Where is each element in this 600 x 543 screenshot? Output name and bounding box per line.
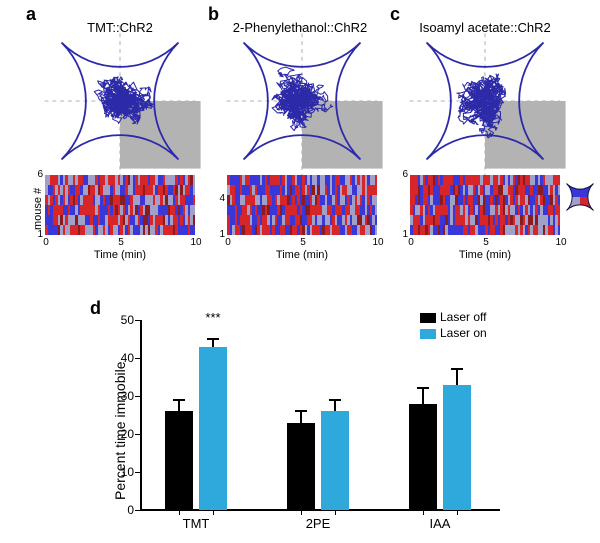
bar-ytick: 20: [112, 427, 134, 441]
sig-tmt: ***: [198, 310, 228, 325]
bar-2PE-on: [321, 411, 349, 510]
bar-ytick: 50: [112, 313, 134, 327]
bar-TMT-on: [199, 347, 227, 510]
bar-IAA-off: [409, 404, 437, 510]
bar-chart: [140, 320, 500, 510]
trajectory-b: [227, 36, 377, 166]
legend-label-off: Laser off: [440, 310, 486, 324]
heatmap-c: [410, 175, 560, 235]
ylabel-mouse-a: mouse #: [32, 188, 44, 230]
heatmap-b: [227, 175, 377, 235]
heat-xtick: 0: [39, 237, 53, 248]
legend-label-on: Laser on: [440, 326, 487, 340]
panel-label-d: d: [90, 298, 101, 319]
bar-ytick: 40: [112, 351, 134, 365]
heatmap-a: [45, 175, 195, 235]
heat-ytick: 6: [31, 169, 43, 180]
arena-colormap-icon: [565, 182, 595, 217]
legend-swatch-off: [420, 313, 436, 323]
y-axis: [140, 320, 142, 510]
bar-IAA-on: [443, 385, 471, 510]
heat-xtick: 5: [296, 237, 310, 248]
trajectory-c: [410, 36, 560, 166]
heat-xlabel: Time (min): [410, 249, 560, 261]
panel-label-a: a: [26, 4, 36, 25]
title-b: 2-Phenylethanol::ChR2: [215, 20, 385, 35]
panel-label-c: c: [390, 4, 400, 25]
bar-xcat: IAA: [399, 516, 481, 531]
heat-xtick: 0: [221, 237, 235, 248]
heat-xtick: 5: [479, 237, 493, 248]
heat-xtick: 5: [114, 237, 128, 248]
heat-ytick: 6: [396, 169, 408, 180]
bar-2PE-off: [287, 423, 315, 510]
heat-xlabel: Time (min): [45, 249, 195, 261]
bar-ytick: 10: [112, 465, 134, 479]
bar-xcat: TMT: [155, 516, 237, 531]
heat-xtick: 10: [189, 237, 203, 248]
heat-xtick: 10: [371, 237, 385, 248]
legend-swatch-on: [420, 329, 436, 339]
bar-legend: Laser off Laser on: [420, 310, 487, 342]
bar-ytick: 30: [112, 389, 134, 403]
bar-ytick: 0: [112, 503, 134, 517]
heat-xtick: 10: [554, 237, 568, 248]
bar-xcat: 2PE: [277, 516, 359, 531]
trajectory-a: [45, 36, 195, 166]
bar-TMT-off: [165, 411, 193, 510]
heat-xlabel: Time (min): [227, 249, 377, 261]
heat-ytick: 4: [213, 193, 225, 204]
heat-xtick: 0: [404, 237, 418, 248]
